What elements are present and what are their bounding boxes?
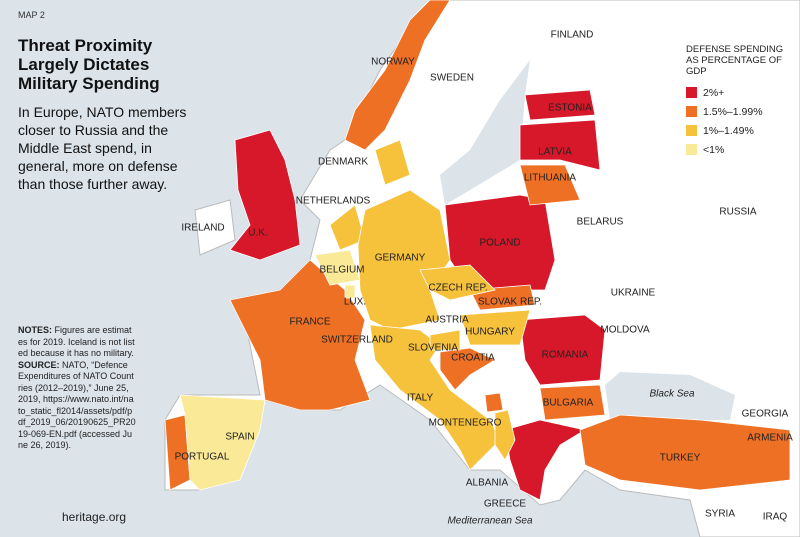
legend-label: 1%–1.49% (703, 124, 754, 137)
legend-label: 2%+ (703, 86, 725, 99)
legend-item: 2%+ (686, 83, 796, 102)
country-label: NETHERLANDS (296, 196, 371, 207)
sea-label: Black Sea (649, 389, 694, 400)
country-label: ITALY (407, 393, 434, 404)
legend-title: DEFENSE SPENDING AS PERCENTAGE OF GDP (686, 44, 784, 77)
country (504, 419, 587, 501)
legend-swatch (686, 87, 697, 98)
sea-label: Mediterranean Sea (447, 516, 532, 527)
subtitle: In Europe, NATO members closer to Russia… (18, 104, 187, 192)
country-label: SLOVENIA (408, 343, 458, 354)
legend-item: 1%–1.49% (686, 121, 796, 140)
country (494, 409, 516, 461)
panel: MAP 2 Threat Proximity Largely Dictates … (0, 0, 188, 193)
legend: DEFENSE SPENDING AS PERCENTAGE OF GDP 2%… (686, 44, 796, 159)
kicker: MAP 2 (18, 10, 45, 20)
country (519, 164, 581, 206)
country-label: UKRAINE (611, 288, 656, 299)
legend-label: 1.5%–1.99% (703, 105, 763, 118)
country-label: MOLDOVA (600, 325, 650, 336)
country (524, 89, 596, 121)
country-label: AUSTRIA (425, 315, 469, 326)
source-text: NATO, “Defence Expenditures of NATO Coun… (18, 359, 136, 451)
country (419, 264, 496, 301)
country-label: LATVIA (538, 147, 572, 158)
land (194, 199, 236, 256)
country (429, 329, 461, 351)
country (357, 189, 451, 331)
country-label: ARMENIA (747, 433, 793, 444)
title: Threat Proximity Largely Dictates Milita… (18, 36, 160, 93)
country-label: CROATIA (451, 353, 495, 364)
country-label: U.K. (248, 228, 267, 239)
notes-label: NOTES: (18, 325, 53, 335)
notes-text: Figures are estimates for 2019. Iceland … (18, 325, 135, 358)
legend-swatch (686, 125, 697, 136)
country (229, 259, 371, 411)
country-label: BELARUS (577, 217, 624, 228)
country-label: GEORGIA (742, 409, 789, 420)
legend-swatch (686, 106, 697, 117)
country (519, 119, 601, 171)
country (344, 0, 451, 151)
logo: heritage.org (62, 510, 127, 524)
legend-swatch (686, 144, 697, 155)
country (579, 414, 791, 491)
country-label: SYRIA (705, 509, 735, 520)
country-label: ROMANIA (542, 350, 589, 361)
country (344, 284, 356, 299)
country-label: RUSSIA (719, 207, 757, 218)
sea (440, 60, 530, 205)
country-label: SWITZERLAND (321, 335, 393, 346)
country (179, 394, 266, 491)
country-label: LUX. (344, 297, 366, 308)
sea (605, 372, 735, 420)
country (459, 309, 531, 346)
country-label: ALBANIA (466, 478, 509, 489)
country-label: LITHUANIA (524, 173, 577, 184)
country (519, 314, 606, 386)
country-label: HUNGARY (465, 327, 515, 338)
country-label: SPAIN (225, 432, 254, 443)
country-label: NORWAY (371, 57, 415, 68)
country-label: DENMARK (318, 157, 368, 168)
country-label: IRAQ (763, 512, 788, 523)
country-label: TURKEY (660, 453, 701, 464)
country-label: CZECH REP. (428, 283, 487, 294)
legend-item: <1% (686, 140, 796, 159)
notes: NOTES: Figures are estimates for 2019. I… (18, 325, 136, 452)
country-label: GERMANY (375, 253, 426, 264)
country-label: MONTENEGRO (429, 418, 502, 429)
source-label: SOURCE: (18, 359, 60, 370)
country (539, 384, 606, 421)
legend-label: <1% (703, 143, 725, 156)
country-label: FINLAND (551, 30, 594, 41)
country (314, 249, 361, 286)
country-label: POLAND (479, 238, 520, 249)
country-label: ESTONIA (548, 103, 592, 114)
country-label: IRELAND (181, 223, 224, 234)
country-label: SLOVAK REP. (478, 297, 542, 308)
legend-item: 1.5%–1.99% (686, 102, 796, 121)
country-label: BULGARIA (543, 398, 594, 409)
country (229, 129, 301, 261)
country-label: BELGIUM (319, 265, 364, 276)
country-label: FRANCE (289, 317, 330, 328)
country (439, 347, 496, 391)
country-label: GREECE (484, 499, 527, 510)
country-label: SWEDEN (430, 73, 474, 84)
country (444, 194, 556, 291)
country (484, 392, 504, 413)
country-label: PORTUGAL (175, 452, 230, 463)
country (374, 139, 411, 186)
